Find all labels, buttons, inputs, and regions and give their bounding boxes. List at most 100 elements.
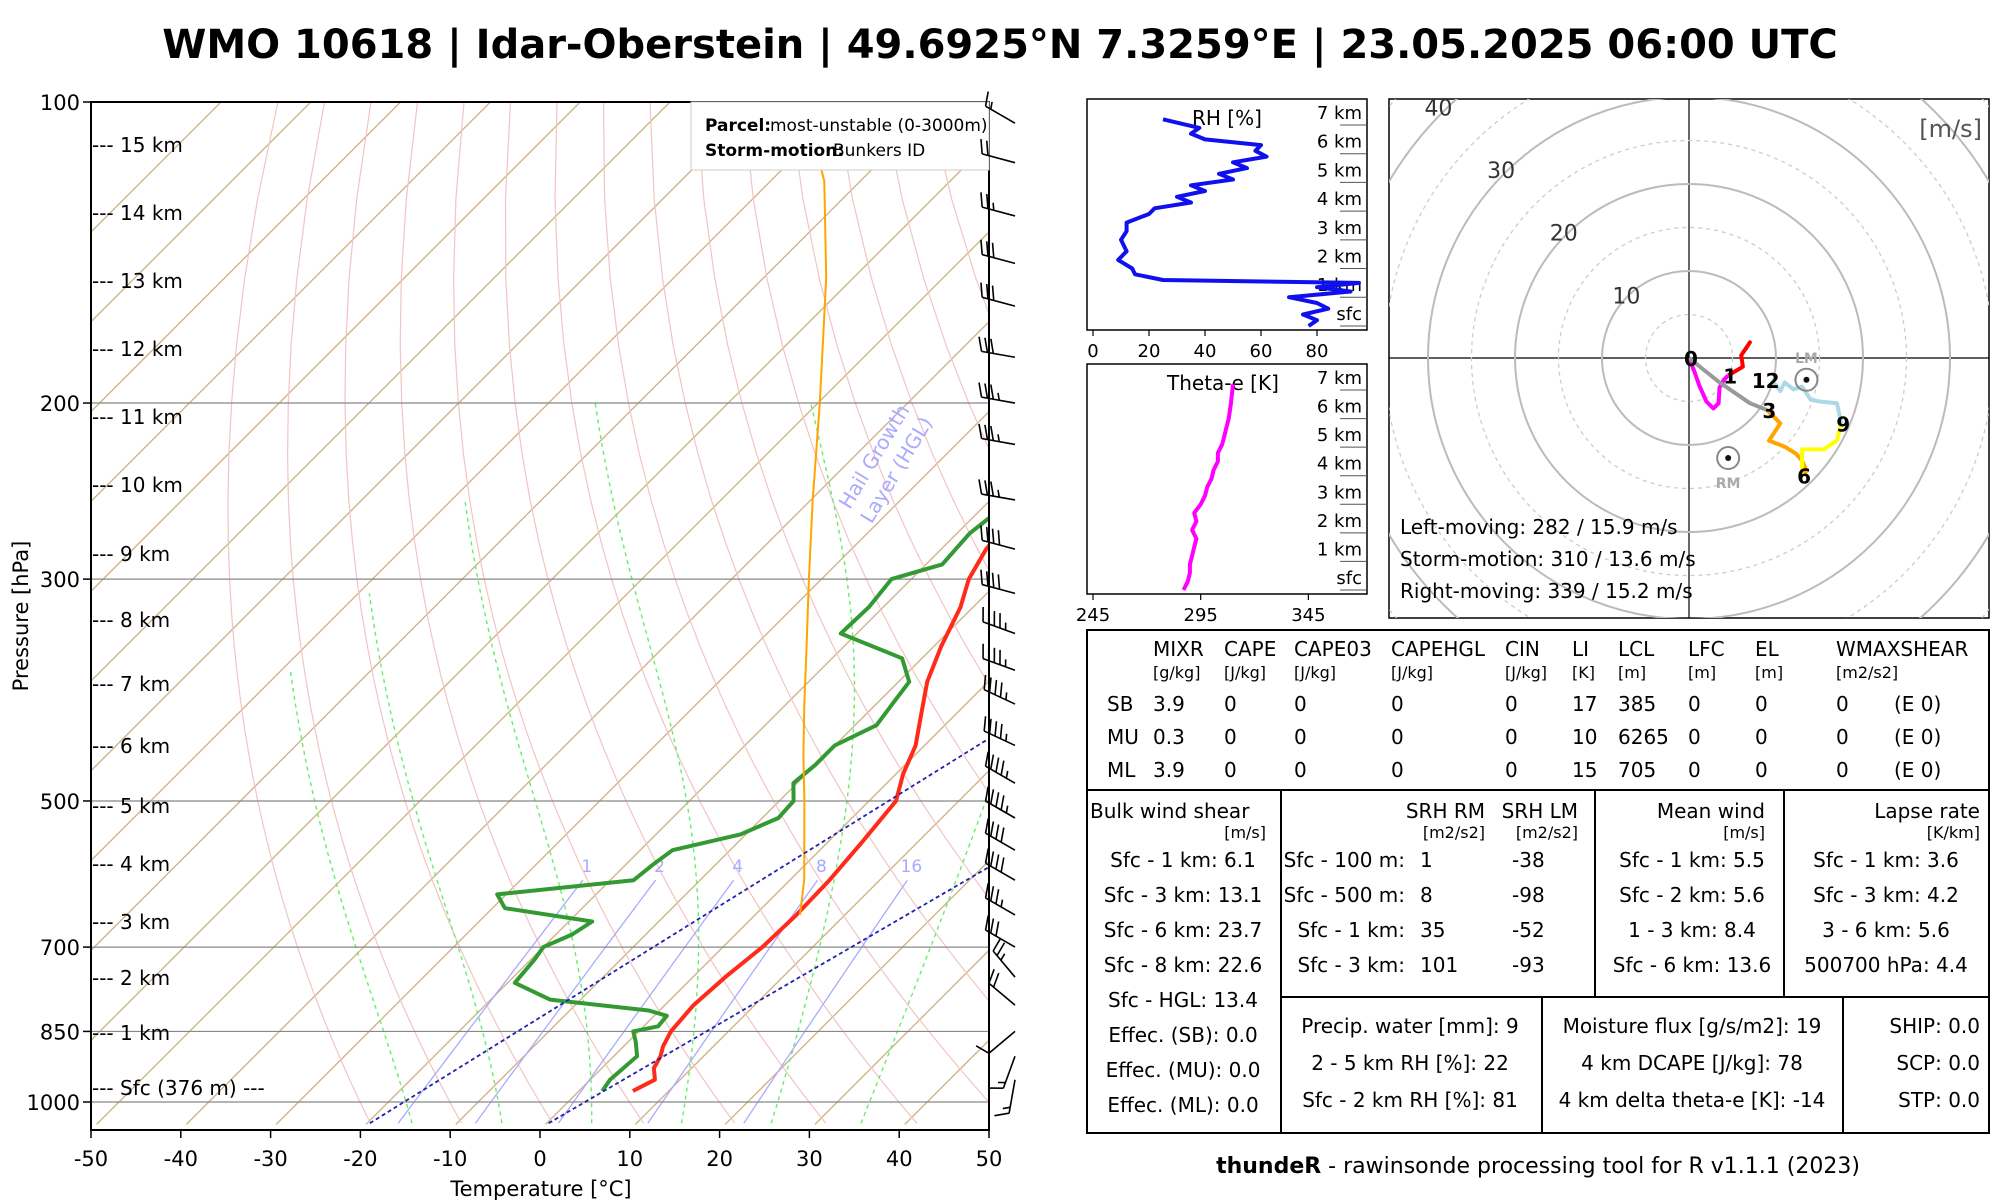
barb-flag — [996, 825, 999, 840]
mean-wind-item: 1 - 3 km: 8.4 — [1628, 918, 1756, 942]
param-header-unit: [J/kg] — [1505, 663, 1547, 682]
barb-half-flag — [991, 102, 992, 109]
param-value: 0 — [1688, 758, 1701, 782]
param-header-unit: [K] — [1572, 663, 1595, 682]
param-header-unit: [m2/s2] — [1836, 663, 1898, 682]
barb-flag — [985, 338, 987, 353]
x-tick-label: -10 — [433, 1147, 467, 1171]
barb-flag — [996, 889, 999, 904]
moist-adiabat-line — [861, 403, 1094, 1123]
barb-flag — [987, 194, 988, 209]
barb-flag — [1001, 795, 1004, 810]
barb-flag — [993, 938, 1001, 951]
param-header: CIN — [1505, 637, 1540, 661]
hodograph-km-marker: 9 — [1836, 412, 1850, 436]
param-header: LFC — [1688, 637, 1725, 661]
barb-flag — [1001, 858, 1004, 873]
barb-flag — [979, 479, 981, 494]
parcel-value: most-unstable (0-3000m) — [770, 116, 988, 136]
thetae-label: Theta-e [K] — [1166, 371, 1279, 395]
barb-flag — [991, 789, 994, 804]
srh-layer: Sfc - 3 km: — [1297, 953, 1405, 977]
srh-lm-value: -93 — [1512, 953, 1545, 977]
barb-flag — [981, 240, 982, 255]
param-header-unit: [J/kg] — [1294, 663, 1336, 682]
wind-barb — [981, 283, 1015, 307]
barb-flag — [987, 527, 988, 542]
barb-flag — [987, 284, 988, 299]
hodograph-km-marker: 3 — [1762, 399, 1776, 423]
param-value: 0 — [1224, 758, 1237, 782]
barb-staff — [1003, 1056, 1015, 1088]
barb-flag — [998, 574, 999, 589]
srh-rm-value: 35 — [1420, 918, 1445, 942]
param-value: 0 — [1224, 725, 1237, 749]
barb-half-flag — [1006, 734, 1007, 741]
barb-flag — [987, 241, 988, 256]
footer: thundeR - rawinsonde processing tool for… — [1216, 1154, 1860, 1179]
x-axis-label: Temperature [°C] — [449, 1177, 631, 1200]
hodograph-ring-label: 30 — [1487, 159, 1515, 184]
srh-lm-title: SRH LM — [1502, 799, 1578, 823]
hodograph-unit: [m/s] — [1919, 115, 1982, 143]
y-tick-label: 500 — [40, 790, 80, 814]
moist-adiabat-line — [465, 500, 592, 1123]
rh-x-tick-label: 0 — [1087, 341, 1098, 362]
lapse-rate-item: 3 - 6 km: 5.6 — [1822, 918, 1950, 942]
index-item: SHIP: 0.0 — [1889, 1014, 1980, 1038]
param-value: 0 — [1505, 692, 1518, 716]
moist-adiabat-line — [369, 593, 502, 1123]
index-item: SCP: 0.0 — [1896, 1051, 1980, 1075]
barb-flag — [991, 755, 994, 770]
wind-barb — [981, 570, 1015, 594]
barb-flag — [995, 721, 996, 736]
height-label: --- 5 km — [92, 794, 170, 818]
srh-rm-title: SRH RM — [1406, 799, 1485, 823]
mean-wind-unit: [m/s] — [1723, 823, 1765, 842]
param-header-unit: [m] — [1755, 663, 1783, 682]
srh-layer: Sfc - 100 m: — [1284, 848, 1405, 872]
height-label: --- 3 km — [92, 910, 170, 934]
barb-flag — [984, 716, 985, 731]
barb-flag — [991, 852, 994, 867]
height-label: --- 10 km — [92, 473, 183, 497]
storm-motion-text: Storm-motion: 310 / 13.6 m/s — [1400, 547, 1696, 571]
barb-half-flag — [1006, 692, 1007, 699]
mean-wind-item: Sfc - 1 km: 5.5 — [1619, 848, 1765, 872]
hodograph-lm-dot — [1803, 377, 1809, 383]
y-tick-label: 100 — [40, 91, 80, 115]
rh-level-label: 3 km — [1317, 218, 1362, 239]
param-value: 705 — [1618, 758, 1656, 782]
index-item: STP: 0.0 — [1898, 1088, 1980, 1112]
param-value: 0 — [1836, 758, 1849, 782]
param-header: LI — [1572, 637, 1589, 661]
param-header: MIXR — [1153, 637, 1204, 661]
barb-flag — [996, 921, 999, 936]
barb-flag — [979, 337, 981, 352]
param-value: 0 — [1391, 692, 1404, 716]
barb-staff — [983, 622, 1015, 634]
param-value: 385 — [1618, 692, 1656, 716]
barb-flag — [994, 1113, 1009, 1115]
param-value: 6265 — [1618, 725, 1669, 749]
srh-layer: Sfc - 500 m: — [1284, 883, 1405, 907]
param-value: 0 — [1755, 692, 1768, 716]
lapse-rate-item: Sfc - 1 km: 3.6 — [1813, 848, 1959, 872]
dry-adiabat-line — [506, 102, 826, 1123]
barb-half-flag — [998, 434, 999, 441]
barb-flag — [981, 570, 982, 585]
wind-barb — [993, 938, 1015, 977]
hodograph-km-marker: 6 — [1797, 464, 1811, 488]
lapse-rate-item: 500700 hPa: 4.4 — [1804, 953, 1968, 977]
skewt-frame — [91, 102, 989, 1130]
param-value: (E 0) — [1894, 758, 1941, 782]
mixing-ratio-label: 8 — [816, 857, 827, 877]
hodograph-ring-label: 20 — [1550, 222, 1578, 247]
bulk-shear-item: Sfc - HGL: 13.4 — [1108, 988, 1258, 1012]
x-tick-label: 0 — [533, 1147, 546, 1171]
barb-flag — [981, 283, 982, 298]
height-label: --- 4 km — [92, 852, 170, 876]
x-tick-label: -40 — [164, 1147, 198, 1171]
barb-flag — [996, 792, 999, 807]
param-value: 3.9 — [1153, 692, 1185, 716]
